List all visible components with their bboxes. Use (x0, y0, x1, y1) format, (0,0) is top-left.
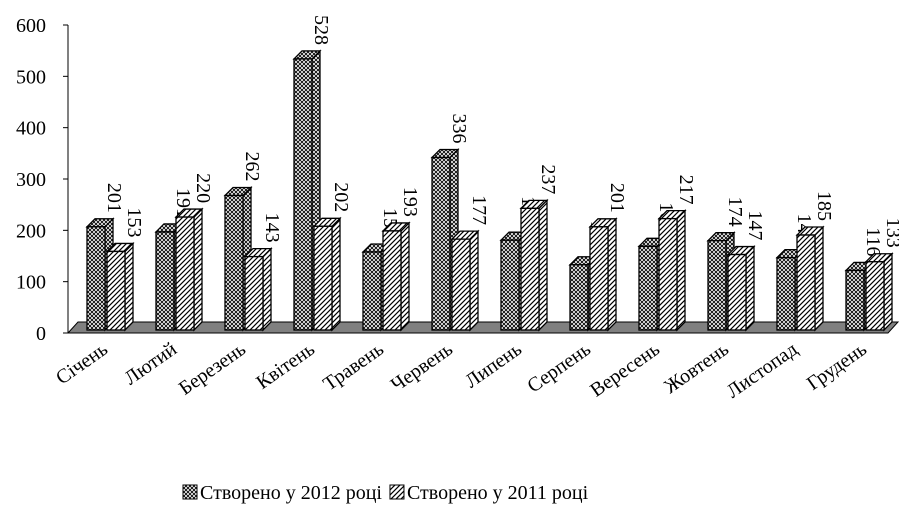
x-tick-label: Березень (175, 338, 250, 400)
bar-side (745, 244, 755, 332)
value-label: 220 (192, 173, 214, 203)
bar-front (658, 217, 678, 331)
bar-front (569, 264, 589, 331)
y-tick-label: 600 (16, 15, 46, 37)
bar-front (500, 239, 520, 331)
bar-front (244, 255, 264, 331)
bar-front (293, 58, 313, 331)
bar-side (331, 216, 341, 332)
x-tick-label: Лютий (120, 338, 181, 390)
bar-front (796, 234, 816, 331)
x-tick-label: Травень (319, 338, 388, 395)
value-label: 336 (448, 114, 470, 144)
bar-front (451, 238, 471, 331)
floor (66, 321, 899, 334)
bar-front (175, 216, 195, 331)
bar-front (224, 194, 244, 331)
legend-swatch (389, 484, 405, 500)
bar-front (638, 245, 658, 331)
bar-front (589, 226, 609, 331)
bar (450, 229, 480, 332)
bar-front (845, 269, 865, 331)
value-label: 202 (330, 182, 352, 212)
bar-side (883, 252, 893, 332)
bar-front (86, 226, 106, 331)
bar-side (469, 229, 479, 332)
x-tick-label: Січень (52, 338, 112, 389)
bar (312, 216, 342, 332)
bar-side (676, 209, 686, 332)
bar-side (607, 217, 617, 332)
bar (174, 207, 204, 332)
value-label: 201 (103, 183, 125, 213)
value-label: 193 (399, 187, 421, 217)
x-tick-label: Грудень (803, 338, 871, 395)
bar-front (431, 156, 451, 331)
bar-front (382, 230, 402, 331)
y-tick-label: 300 (16, 169, 46, 191)
bar-side (538, 198, 548, 332)
bar-front (362, 251, 382, 331)
x-tick-label: Квітень (252, 338, 319, 394)
x-tick-label: Червень (387, 338, 457, 396)
bar (795, 225, 825, 332)
value-label: 177 (468, 195, 490, 225)
bar-front (155, 231, 175, 331)
bar (726, 244, 756, 332)
y-tick-label: 100 (16, 272, 46, 294)
y-tick-label: 500 (16, 66, 46, 88)
bar (381, 221, 411, 332)
value-label: 147 (744, 211, 766, 241)
x-tick-label: Липень (461, 338, 526, 393)
value-label: 153 (123, 207, 145, 237)
value-label: 262 (241, 152, 263, 182)
bar-side (400, 221, 410, 332)
value-label: 185 (813, 191, 835, 221)
bar-front (776, 256, 796, 331)
bar-front (865, 261, 885, 331)
value-label: 116 (862, 227, 884, 256)
value-label: 217 (675, 175, 697, 205)
y-tick-label: 200 (16, 220, 46, 242)
value-label: 201 (606, 183, 628, 213)
x-tick-label: Жовтень (660, 338, 733, 398)
value-label: 174 (724, 197, 746, 227)
bar (657, 209, 687, 332)
bar-front (707, 240, 727, 331)
y-tick-label: 400 (16, 118, 46, 140)
value-label: 133 (882, 218, 899, 248)
legend-swatch (182, 484, 198, 500)
bar (864, 252, 894, 332)
y-tick-label: 0 (36, 323, 46, 345)
bar-front (313, 225, 333, 331)
bar-side (262, 247, 272, 332)
x-tick-label: Вересень (586, 338, 664, 402)
value-label: 237 (537, 164, 559, 194)
bar (243, 247, 273, 332)
value-label: 143 (261, 213, 283, 243)
legend-label: Створено у 2011 році (407, 482, 589, 504)
bar-side (814, 225, 824, 332)
value-label: 528 (310, 15, 332, 45)
bar (105, 241, 135, 332)
x-tick-label: Серпень (523, 338, 594, 397)
bar-front (106, 250, 126, 331)
legend-label: Створено у 2012 році (200, 482, 382, 504)
bar-front (727, 253, 747, 331)
bar-front (520, 207, 540, 331)
x-tick-label: Листопад (723, 338, 802, 403)
bar (519, 198, 549, 332)
bar-side (124, 241, 134, 332)
bar (588, 217, 618, 332)
bar-side (193, 207, 203, 332)
